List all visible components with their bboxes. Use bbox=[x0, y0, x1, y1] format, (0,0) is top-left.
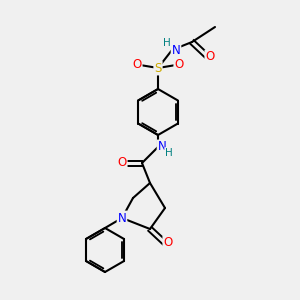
Text: S: S bbox=[154, 61, 162, 74]
Text: O: O bbox=[117, 157, 127, 169]
Text: O: O bbox=[132, 58, 142, 71]
Text: O: O bbox=[174, 58, 184, 71]
Text: N: N bbox=[158, 140, 166, 154]
Text: N: N bbox=[172, 44, 180, 56]
Text: O: O bbox=[164, 236, 172, 250]
Text: N: N bbox=[118, 212, 126, 224]
Text: H: H bbox=[163, 38, 171, 48]
Text: H: H bbox=[165, 148, 173, 158]
Text: O: O bbox=[206, 50, 214, 64]
